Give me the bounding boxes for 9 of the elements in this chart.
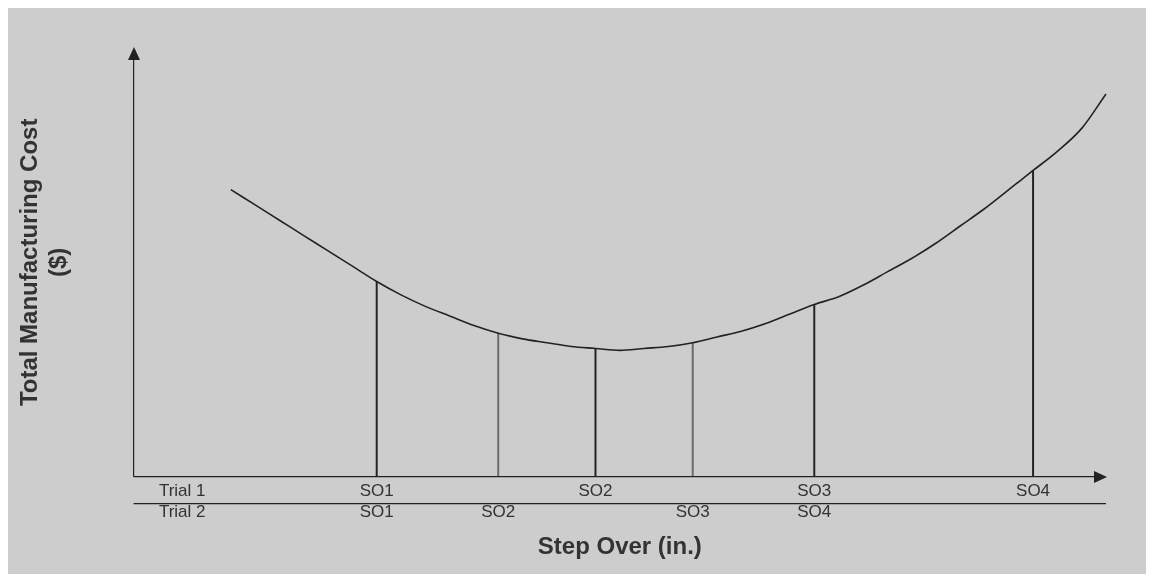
x-tick-label: SO3 SO4 — [797, 481, 832, 522]
y-axis-title: Total Manufacturing Cost ($) — [15, 118, 71, 407]
x-axis-title: Step Over (in.) — [537, 532, 702, 560]
x-tick-label: Trial 1 Trial 2 — [158, 481, 206, 522]
x-tick-label: SO2 — [481, 502, 516, 522]
x-tick-label: SO2 — [578, 481, 613, 501]
x-tick-label: SO3 — [675, 502, 710, 522]
x-tick-label: SO1 SO1 — [359, 481, 394, 522]
x-tick-label: SO4 — [1016, 481, 1051, 501]
